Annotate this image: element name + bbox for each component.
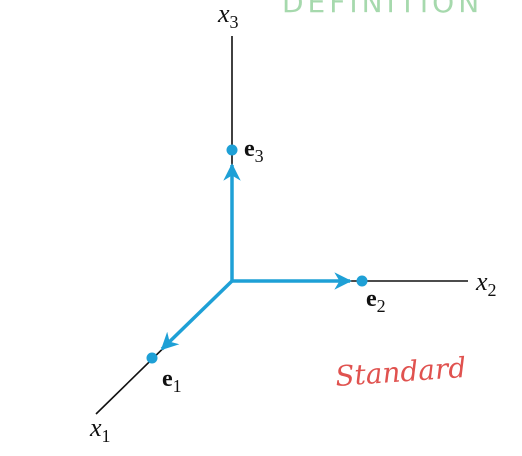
- point-e2: [356, 275, 368, 287]
- vector-e1: [160, 279, 234, 351]
- point-e3: [226, 144, 238, 156]
- header-title: DEFINITION: [282, 0, 483, 19]
- axis-symbol: x: [475, 267, 488, 296]
- axis-label: x1: [89, 413, 111, 446]
- axis-symbol: x: [217, 0, 230, 28]
- vector-label: e2: [366, 286, 386, 316]
- axis-index: 1: [102, 426, 111, 446]
- vector-symbol: e: [366, 286, 377, 312]
- axis-symbol: x: [89, 413, 102, 442]
- axis-index: 3: [230, 12, 239, 32]
- axis-label: x3: [217, 0, 239, 32]
- vector-index: 3: [255, 146, 264, 166]
- point-e1: [146, 352, 158, 364]
- vector-index: 1: [173, 376, 182, 396]
- axis-label: x2: [475, 267, 497, 300]
- vector-label: e3: [244, 136, 264, 166]
- vector-symbol: e: [162, 366, 173, 392]
- axis-index: 2: [488, 280, 497, 300]
- vector-index: 2: [377, 296, 386, 316]
- handwritten-note: Standard: [334, 351, 467, 393]
- vector-symbol: e: [244, 136, 255, 162]
- vector-label: e1: [162, 366, 182, 396]
